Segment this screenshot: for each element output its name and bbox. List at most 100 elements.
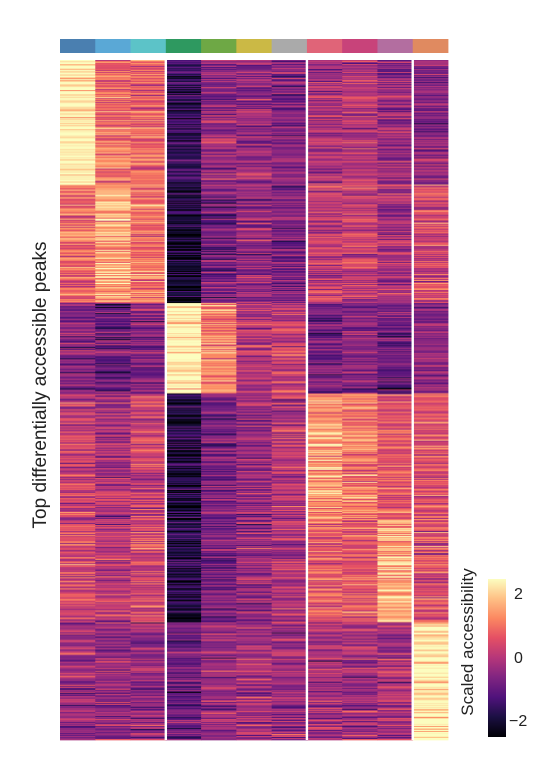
heatmap-cell: [95, 444, 131, 447]
heatmap-cell: [377, 438, 414, 441]
heatmap-cell: [236, 379, 273, 381]
heatmap-cell: [130, 328, 167, 330]
heatmap-cell: [95, 492, 131, 495]
heatmap-cell: [95, 353, 131, 355]
heatmap-cell: [271, 439, 308, 442]
heatmap-cell: [236, 276, 273, 279]
heatmap-cell: [342, 165, 378, 167]
heatmap-cell: [130, 95, 167, 97]
heatmap-cell: [271, 451, 308, 454]
heatmap-cell: [342, 111, 378, 113]
heatmap-cell: [377, 316, 414, 318]
heatmap-cell: [342, 485, 378, 488]
heatmap-cell: [201, 147, 237, 149]
heatmap-cell: [306, 160, 343, 162]
heatmap-cell: [130, 419, 167, 421]
heatmap-cell: [412, 156, 449, 158]
heatmap-cell: [342, 110, 378, 112]
heatmap-cell: [271, 290, 308, 292]
heatmap-cell: [201, 130, 237, 132]
heatmap-cell: [201, 202, 237, 204]
heatmap-cell: [377, 68, 414, 70]
heatmap-cell: [236, 331, 273, 333]
heatmap-cell: [342, 444, 378, 447]
heatmap-cell: [60, 328, 96, 330]
heatmap-cell: [271, 275, 308, 278]
heatmap-cell: [306, 133, 343, 135]
heatmap-cell: [412, 372, 449, 374]
heatmap-cell: [95, 356, 131, 358]
heatmap-cell: [306, 403, 343, 405]
heatmap-cell: [60, 476, 96, 479]
heatmap-cell: [412, 264, 449, 267]
heatmap-cell: [306, 343, 343, 345]
heatmap-cell: [165, 307, 202, 309]
heatmap-cell: [201, 125, 237, 127]
heatmap-cell: [412, 475, 449, 478]
heatmap-cell: [342, 315, 378, 317]
heatmap-cell: [60, 144, 96, 146]
heatmap-cell: [306, 79, 343, 81]
heatmap-cell: [271, 455, 308, 458]
heatmap-cell: [130, 101, 167, 103]
heatmap-cell: [130, 139, 167, 141]
heatmap-cell: [306, 268, 343, 271]
heatmap-cell: [271, 87, 308, 89]
heatmap-cell: [236, 271, 273, 274]
heatmap-cell: [60, 237, 96, 240]
heatmap-cell: [130, 108, 167, 110]
heatmap-cell: [201, 199, 237, 201]
heatmap-cell: [306, 332, 343, 334]
heatmap-cell: [377, 297, 414, 299]
heatmap-cell: [306, 233, 343, 236]
heatmap-cell: [60, 113, 96, 115]
heatmap-cell: [165, 504, 202, 507]
heatmap-cell: [236, 162, 273, 164]
heatmap-cell: [236, 287, 273, 289]
heatmap-cell: [271, 226, 308, 229]
heatmap-cell: [165, 173, 202, 175]
heatmap-cell: [306, 277, 343, 280]
heatmap-cell: [306, 279, 343, 282]
heatmap-cell: [412, 325, 449, 327]
heatmap-cell: [95, 411, 131, 413]
heatmap-cell: [95, 263, 131, 266]
heatmap-cell: [412, 395, 449, 397]
heatmap-cell: [130, 293, 167, 295]
heatmap-cell: [271, 372, 308, 374]
heatmap-cell: [60, 408, 96, 410]
heatmap-cell: [165, 367, 202, 369]
heatmap-cell: [60, 94, 96, 96]
heatmap-cell: [342, 115, 378, 117]
heatmap-cell: [60, 162, 96, 164]
heatmap-cell: [130, 69, 167, 71]
heatmap-cell: [306, 148, 343, 150]
heatmap-cell: [201, 367, 237, 369]
heatmap-cell: [130, 299, 167, 301]
heatmap-cell: [412, 451, 449, 454]
heatmap-cell: [201, 163, 237, 165]
heatmap-cell: [201, 235, 237, 238]
heatmap-cell: [130, 458, 167, 461]
heatmap-cell: [95, 405, 131, 407]
heatmap-cell: [95, 104, 131, 106]
heatmap-cell: [377, 121, 414, 123]
heatmap-cell: [165, 255, 202, 258]
heatmap-cell: [201, 495, 237, 498]
heatmap-cell: [165, 87, 202, 89]
heatmap-cell: [377, 75, 414, 77]
heatmap-cell: [201, 313, 237, 315]
heatmap-cell: [271, 499, 308, 502]
heatmap-cell: [60, 375, 96, 377]
heatmap-cell: [130, 217, 167, 220]
heatmap-cell: [95, 167, 131, 169]
heatmap-cell: [201, 72, 237, 74]
heatmap-cell: [130, 98, 167, 100]
heatmap-cell: [306, 66, 343, 68]
heatmap-cell: [60, 414, 96, 416]
heatmap-cell: [236, 192, 273, 194]
heatmap-cell: [342, 231, 378, 234]
heatmap-cell: [95, 373, 131, 375]
heatmap-cell: [271, 497, 308, 500]
heatmap-cell: [342, 81, 378, 83]
